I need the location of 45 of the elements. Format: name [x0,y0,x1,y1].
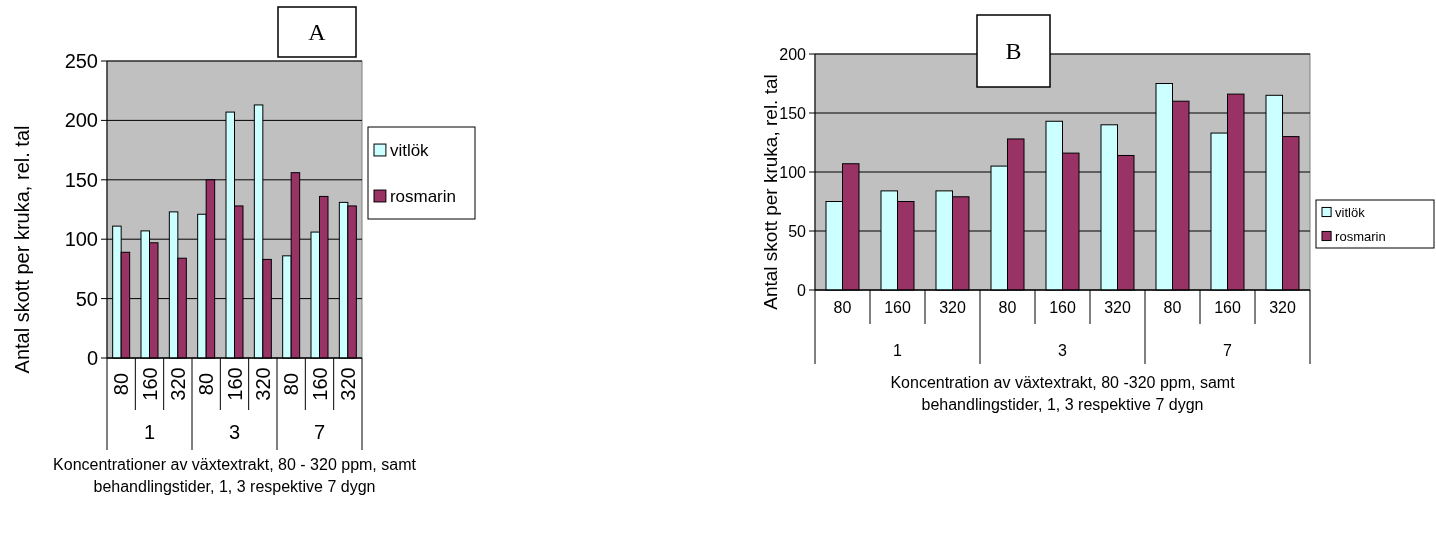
y-tick-label: 200 [64,109,98,132]
x-tick-label: 160 [138,367,161,401]
x-tick-label: 80 [998,298,1017,316]
x-tick-label: 320 [336,367,359,401]
x-axis-title: Koncentration av växtextrakt, 80 -320 ppm, samt behandlingstider, 1, 3 respektive 7 dygn [890,374,1236,413]
text: 1 [893,341,903,359]
y-tick-label: 50 [75,287,98,310]
x-tick-label: 160 [1049,298,1076,316]
chart-title: A [308,19,327,46]
legend-label: vitlök [389,140,430,160]
y-tick-label: 200 [779,45,807,63]
x-tick-label: 320 [251,367,274,401]
legend-label: vitlök [1335,204,1366,220]
y-tick-label: 150 [779,104,807,122]
x-tick-label: 320 [1104,298,1131,316]
x-tick-label: 80 [1163,298,1182,316]
y-axis-title: Antal skott per kruka, rel. tal [11,125,33,374]
x-tick-label: 160 [308,367,331,401]
y-axis-title: Antal skott per kruka, rel. tal [759,74,781,310]
y-tick-label: 100 [779,163,807,181]
y-tick-label: 50 [788,222,807,240]
x-tick-label: 320 [166,367,189,401]
x-axis-title: Koncentrationer av växtextrakt, 80 - 320 ppm, samt behandlingstider, 1, 3 respektive 7 dygn [53,456,417,495]
text: 7 [313,421,326,443]
text: 1 [143,421,156,443]
chart-title: B [1005,38,1022,65]
y-tick-label: 0 [86,347,98,369]
x-tick-label: 160 [223,367,246,401]
x-tick-label: 160 [884,298,911,316]
x-tick-label: 320 [1269,298,1296,316]
text: 3 [1058,341,1068,359]
text: 7 [1223,341,1233,359]
y-tick-label: 0 [797,281,807,299]
y-tick-label: 100 [64,228,98,251]
x-tick-label: 80 [833,298,852,316]
y-tick-label: 250 [64,50,98,72]
x-tick-label: 80 [280,372,303,396]
y-tick-label: 150 [64,168,98,191]
x-tick-label: 160 [1214,298,1241,316]
x-tick-label: 80 [110,372,133,396]
legend-label: rosmarin [389,186,457,206]
text: 3 [228,421,241,443]
x-tick-label: 320 [939,298,966,316]
legend-label: rosmarin [1335,228,1386,244]
x-tick-label: 80 [195,372,218,396]
